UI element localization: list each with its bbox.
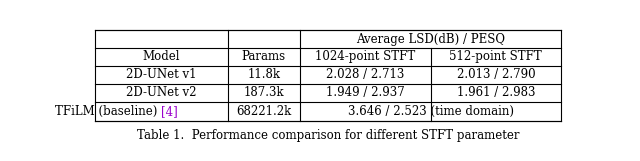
Text: 1.949 / 2.937: 1.949 / 2.937 (326, 86, 404, 99)
Text: 2D-UNet v2: 2D-UNet v2 (126, 86, 196, 99)
Text: 11.8k: 11.8k (248, 68, 280, 81)
Text: 2.013 / 2.790: 2.013 / 2.790 (456, 68, 535, 81)
Text: 2.028 / 2.713: 2.028 / 2.713 (326, 68, 404, 81)
Text: Model: Model (143, 50, 180, 63)
Text: 1.961 / 2.983: 1.961 / 2.983 (456, 86, 535, 99)
Text: 187.3k: 187.3k (244, 86, 284, 99)
Text: TFiLM (baseline): TFiLM (baseline) (55, 105, 161, 118)
Text: 3.646 / 2.523 (time domain): 3.646 / 2.523 (time domain) (348, 105, 513, 118)
Text: Average LSD(dB) / PESQ: Average LSD(dB) / PESQ (356, 33, 505, 46)
Text: 68221.2k: 68221.2k (236, 105, 291, 118)
Text: 2D-UNet v1: 2D-UNet v1 (126, 68, 196, 81)
Text: [4]: [4] (161, 105, 178, 118)
Text: 1024-point STFT: 1024-point STFT (315, 50, 415, 63)
Text: Table 1.  Performance comparison for different STFT parameter: Table 1. Performance comparison for diff… (137, 129, 519, 142)
Text: Params: Params (242, 50, 286, 63)
Text: 512-point STFT: 512-point STFT (449, 50, 542, 63)
